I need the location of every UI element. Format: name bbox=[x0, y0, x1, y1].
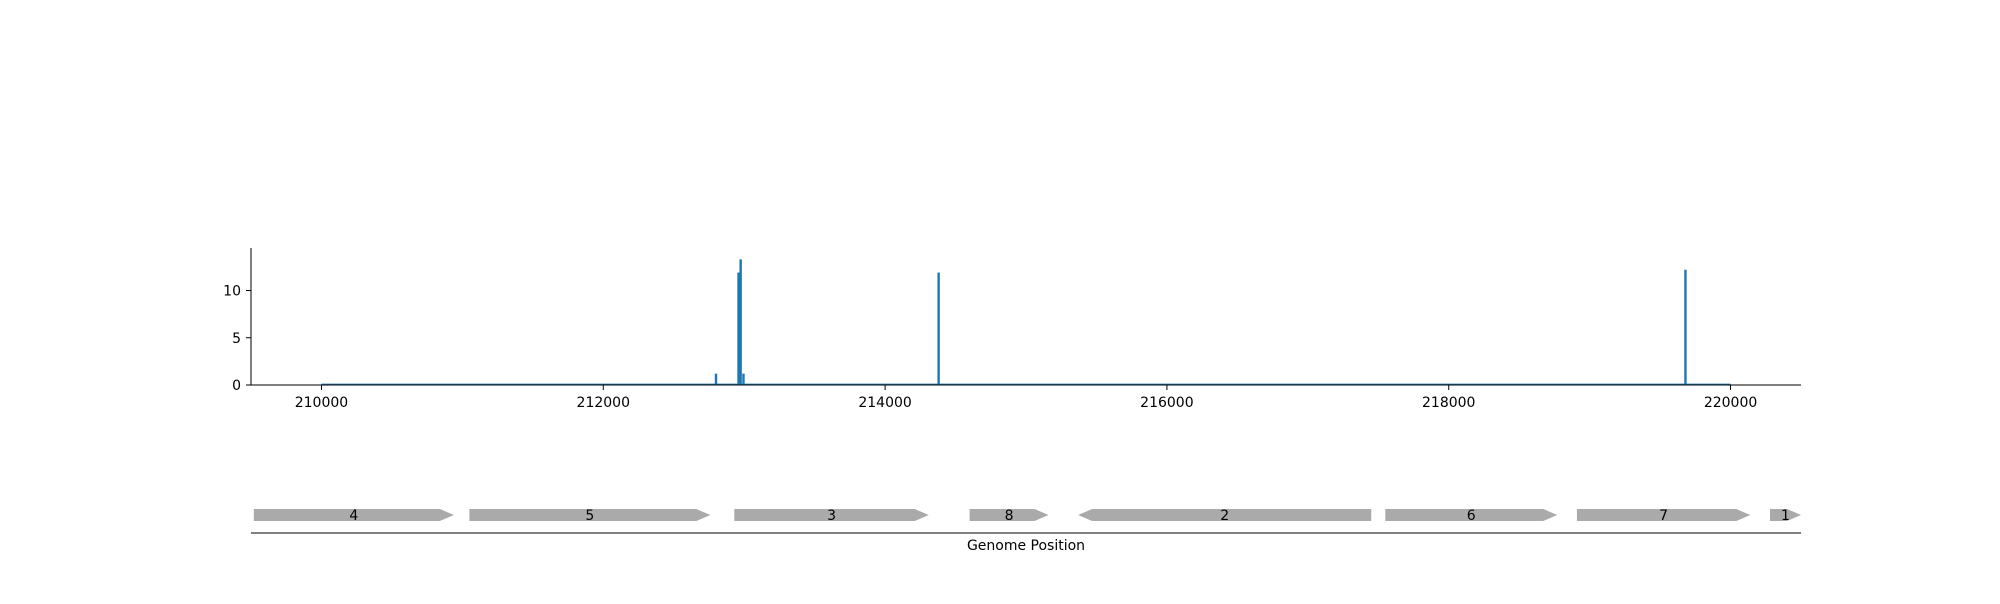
x-tick-label-4: 218000 bbox=[1422, 395, 1475, 411]
gene-label-4: 4 bbox=[349, 508, 358, 524]
gene-map-xlabel: Genome Position bbox=[967, 538, 1085, 554]
x-tick-label-3: 216000 bbox=[1140, 395, 1193, 411]
coverage-peak-0 bbox=[714, 373, 718, 385]
y-tick-label-2: 10 bbox=[223, 284, 241, 300]
coverage-peak-5 bbox=[1684, 269, 1687, 385]
x-tick-label-2: 214000 bbox=[858, 395, 911, 411]
coverage-chart: 210000 212000 214000 216000 218000 220000 0 5 1… bbox=[223, 248, 1801, 411]
gene-features: 4 5 3 8 2 6 7 1 bbox=[253, 508, 1801, 524]
gene-label-6: 6 bbox=[1467, 508, 1476, 524]
y-tick-label-0: 0 bbox=[232, 378, 241, 394]
x-tick-label-1: 212000 bbox=[577, 395, 630, 411]
gene-label-8: 8 bbox=[1005, 508, 1014, 524]
gene-label-1: 1 bbox=[1781, 508, 1790, 524]
y-tick-label-1: 5 bbox=[232, 331, 241, 347]
gene-map: 4 5 3 8 2 6 7 1 Genome Position bbox=[251, 508, 1801, 554]
gene-arrow-8 bbox=[969, 509, 1049, 521]
gene-arrow-2 bbox=[1078, 509, 1372, 521]
coverage-peak-4 bbox=[937, 272, 940, 385]
gene-arrow-4 bbox=[253, 509, 454, 521]
x-tick-label-0: 210000 bbox=[295, 395, 348, 411]
y-ticks: 0 5 10 bbox=[223, 284, 251, 394]
x-tick-label-5: 220000 bbox=[1704, 395, 1757, 411]
gene-arrow-6 bbox=[1385, 509, 1558, 521]
gene-arrow-5 bbox=[469, 509, 711, 521]
x-ticks: 210000 212000 214000 216000 218000 220000 bbox=[295, 385, 1757, 411]
coverage-peak-3 bbox=[742, 373, 745, 385]
coverage-bars bbox=[321, 259, 1731, 386]
gene-arrow-3 bbox=[734, 509, 929, 521]
coverage-peak-1 bbox=[737, 272, 740, 385]
gene-arrow-1 bbox=[1770, 509, 1801, 521]
gene-label-3: 3 bbox=[827, 508, 836, 524]
gene-label-7: 7 bbox=[1659, 508, 1668, 524]
coverage-peak-2 bbox=[739, 259, 742, 385]
gene-label-5: 5 bbox=[585, 508, 594, 524]
gene-arrow-7 bbox=[1576, 509, 1751, 521]
gene-label-2: 2 bbox=[1220, 508, 1229, 524]
